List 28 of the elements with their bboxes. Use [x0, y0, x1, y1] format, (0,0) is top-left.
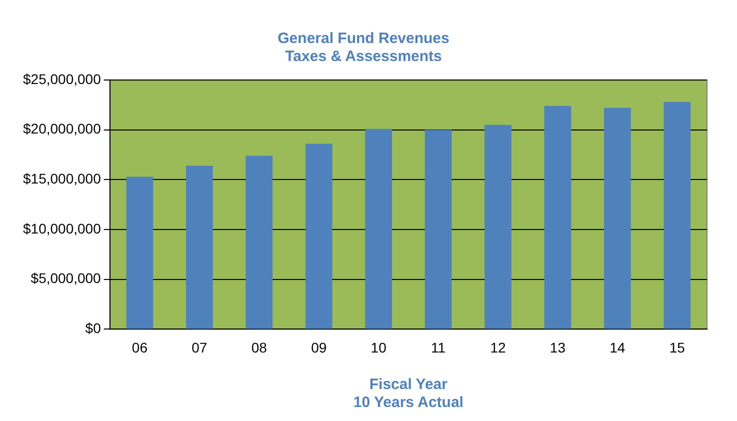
x-tick-label: 12 [490, 339, 506, 356]
bar [484, 124, 512, 329]
y-tick-label: $25,000,000 [22, 70, 102, 87]
x-tick-label: 08 [251, 339, 268, 356]
bar [246, 156, 273, 329]
bar [305, 144, 332, 329]
chart-title: General Fund Revenues Taxes & Assessments [278, 30, 450, 66]
x-tick-label: 10 [370, 339, 387, 356]
bar [604, 108, 631, 329]
bar [664, 102, 691, 329]
x-tick-label: 15 [669, 339, 686, 356]
x-tick-label: 14 [610, 339, 626, 356]
bar [186, 166, 213, 329]
x-tick-label: 07 [192, 339, 208, 356]
x-tick-label: 11 [431, 339, 446, 356]
y-tick-label: $15,000,000 [22, 170, 102, 187]
y-tick-label: $10,000,000 [22, 220, 102, 236]
x-axis-title: Fiscal Year 10 Years Actual [353, 376, 464, 412]
x-tick-label: 13 [550, 339, 566, 356]
bar [544, 106, 572, 329]
bar [365, 128, 392, 329]
bar [126, 176, 154, 329]
y-tick-label: $5,000,000 [30, 270, 102, 286]
y-tick-label: $0 [85, 320, 102, 336]
x-tick-label: 09 [311, 339, 327, 356]
x-tick-label: 06 [132, 339, 148, 356]
bar [424, 130, 452, 329]
y-tick-label: $20,000,000 [22, 120, 102, 137]
